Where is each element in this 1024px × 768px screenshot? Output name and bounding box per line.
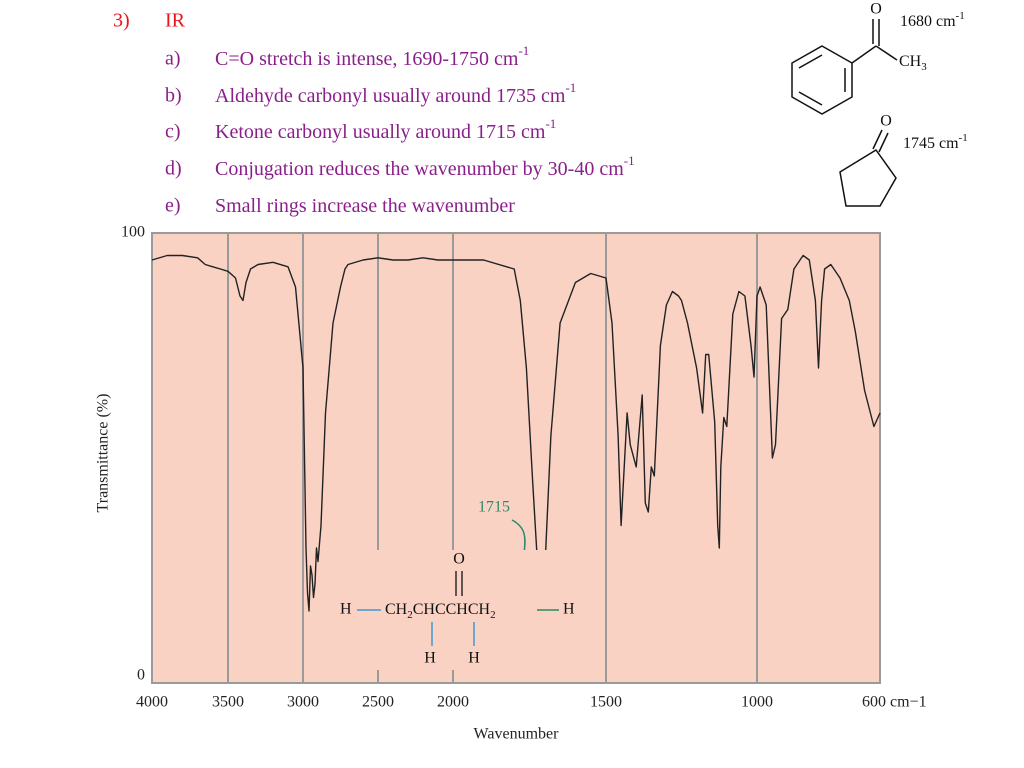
text: CHCCHCH (413, 601, 491, 618)
text: CH (899, 53, 922, 70)
x-tick-label: 2000 (437, 694, 469, 711)
y-tick-label: 0 (137, 667, 145, 684)
text: Aldehyde carbonyl usually around 1735 cm (215, 85, 566, 107)
x-axis-label: Wavenumber (474, 726, 560, 743)
item-text: Small rings increase the wavenumber (215, 195, 515, 217)
item-text: Aldehyde carbonyl usually around 1735 cm… (215, 80, 576, 107)
annotation: 1715 (478, 499, 510, 516)
oxygen-label: O (453, 551, 465, 568)
y-tick-label: 100 (121, 224, 145, 241)
superscript: -1 (565, 80, 576, 95)
subscript: 2 (407, 609, 413, 621)
spectrum-line (151, 254, 881, 612)
item-marker: b) (165, 85, 182, 107)
text: Ketone carbonyl usually around 1715 cm (215, 121, 546, 143)
text: Small rings increase the wavenumber (215, 195, 515, 217)
cyclopentanone (839, 129, 897, 207)
oxygen-label: O (870, 1, 882, 18)
bond (798, 54, 823, 69)
bond (875, 45, 898, 61)
text: 1745 cm (903, 135, 959, 152)
x-tick-label: 4000 (136, 694, 168, 711)
item-marker: e) (165, 195, 181, 217)
chain: CH2CHCCHCH2 (385, 601, 496, 621)
wavenumber-label: 1680 cm-1 (900, 10, 965, 30)
section-title: IR (165, 10, 186, 32)
bond (851, 45, 877, 64)
text: CH (385, 601, 408, 618)
superscript: -1 (545, 116, 556, 131)
text: Conjugation reduces the wavenumber by 30… (215, 158, 624, 180)
superscript: -1 (956, 10, 965, 22)
x-tick-label: 600 cm−1 (862, 694, 927, 711)
superscript: -1 (959, 132, 968, 144)
item-text: Ketone carbonyl usually around 1715 cm-1 (215, 116, 556, 143)
x-tick-label: 1000 (741, 694, 773, 711)
x-tick-label: 2500 (362, 694, 394, 711)
text: C=O stretch is intense, 1690-1750 cm (215, 48, 519, 70)
bond (798, 91, 823, 106)
x-tick-label: 3000 (287, 694, 319, 711)
bond (872, 129, 883, 150)
item-text: Conjugation reduces the wavenumber by 30… (215, 153, 635, 180)
oxygen-label: O (880, 113, 892, 130)
x-tick-label: 1500 (590, 694, 622, 711)
item-list: a) C=O stretch is intense, 1690-1750 cm-1… (165, 43, 635, 217)
benzene-ring (791, 45, 853, 115)
item-marker: d) (165, 158, 182, 180)
item-marker: c) (165, 121, 181, 143)
superscript: -1 (624, 153, 635, 168)
superscript: -1 (518, 43, 529, 58)
methyl-label: CH3 (899, 53, 927, 73)
y-axis-label: Transmittance (%) (95, 394, 112, 513)
bond (878, 132, 889, 153)
section-number: 3) (113, 10, 130, 32)
x-tick-label: 3500 (212, 694, 244, 711)
acetophenone (791, 19, 898, 115)
item-marker: a) (165, 48, 181, 70)
wavenumber-label: 1745 cm-1 (903, 132, 968, 152)
subscript: 3 (921, 61, 927, 73)
h-bottom: H (468, 650, 480, 667)
text: 1680 cm (900, 13, 956, 30)
subscript: 2 (490, 609, 496, 621)
h-right: H (563, 601, 575, 618)
h-bottom: H (424, 650, 436, 667)
pentagon (839, 148, 897, 207)
item-text: C=O stretch is intense, 1690-1750 cm-1 (215, 43, 529, 70)
h-left: H (340, 601, 352, 618)
